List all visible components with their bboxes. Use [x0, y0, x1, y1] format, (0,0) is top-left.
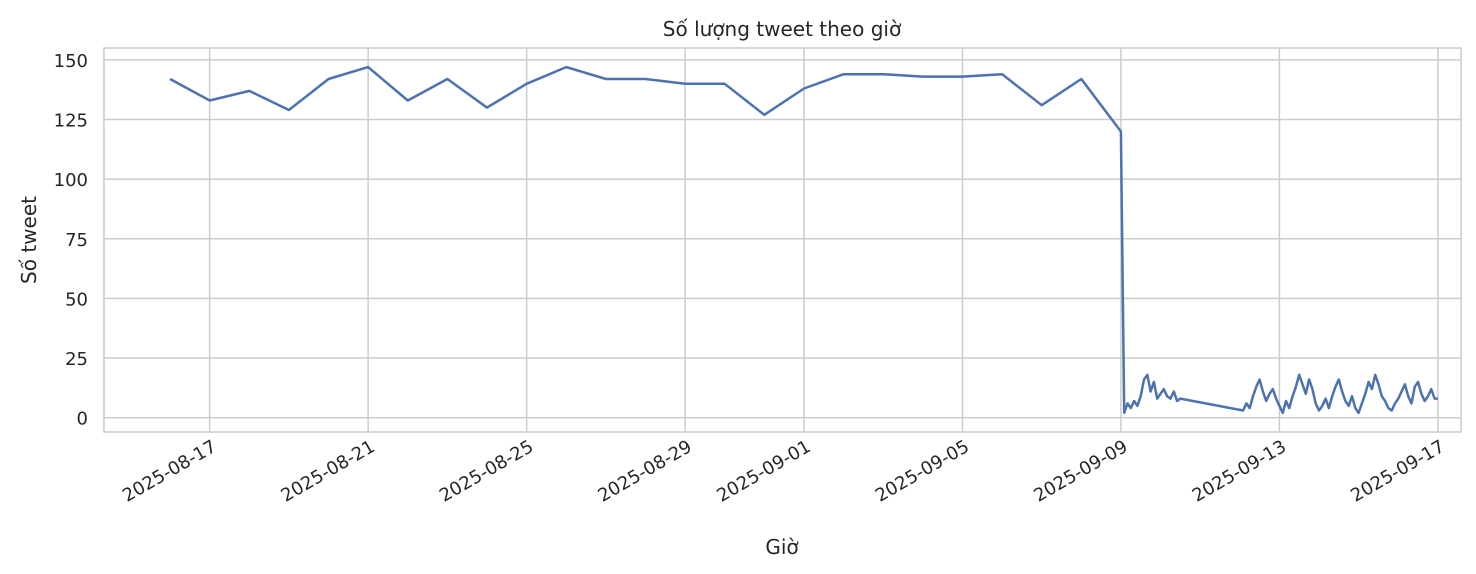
x-tick-label: 2025-09-17 — [1347, 436, 1448, 506]
y-tick-label: 100 — [54, 170, 88, 191]
y-axis-label: Số tweet — [17, 196, 41, 284]
y-tick-label: 25 — [65, 349, 88, 370]
chart-title: Số lượng tweet theo giờ — [663, 17, 902, 41]
x-tick-label: 2025-08-17 — [119, 436, 220, 506]
plot-area — [104, 48, 1461, 432]
y-tick-label: 125 — [54, 111, 88, 132]
y-tick-label: 0 — [77, 409, 88, 430]
x-axis-label: Giờ — [765, 535, 799, 559]
y-tick-labels: 0 25 50 75 100 125 150 — [54, 51, 88, 430]
x-tick-labels: 2025-08-17 2025-08-21 2025-08-25 2025-08-29… — [119, 436, 1448, 506]
y-tick-label: 150 — [54, 51, 88, 72]
y-tick-label: 50 — [65, 289, 88, 310]
x-tick-label: 2025-08-21 — [278, 436, 379, 506]
series-line-0 — [169, 65, 1438, 415]
x-tick-label: 2025-09-09 — [1030, 436, 1131, 506]
x-tick-label: 2025-08-29 — [595, 436, 696, 506]
x-tick-label: 2025-09-13 — [1189, 436, 1290, 506]
x-tick-label: 2025-08-25 — [436, 436, 537, 506]
x-tick-label: 2025-09-01 — [713, 436, 814, 506]
series-group — [169, 65, 1438, 415]
plot-frame — [103, 47, 1462, 433]
y-tick-label: 75 — [65, 230, 88, 251]
x-tick-label: 2025-09-05 — [872, 436, 973, 506]
